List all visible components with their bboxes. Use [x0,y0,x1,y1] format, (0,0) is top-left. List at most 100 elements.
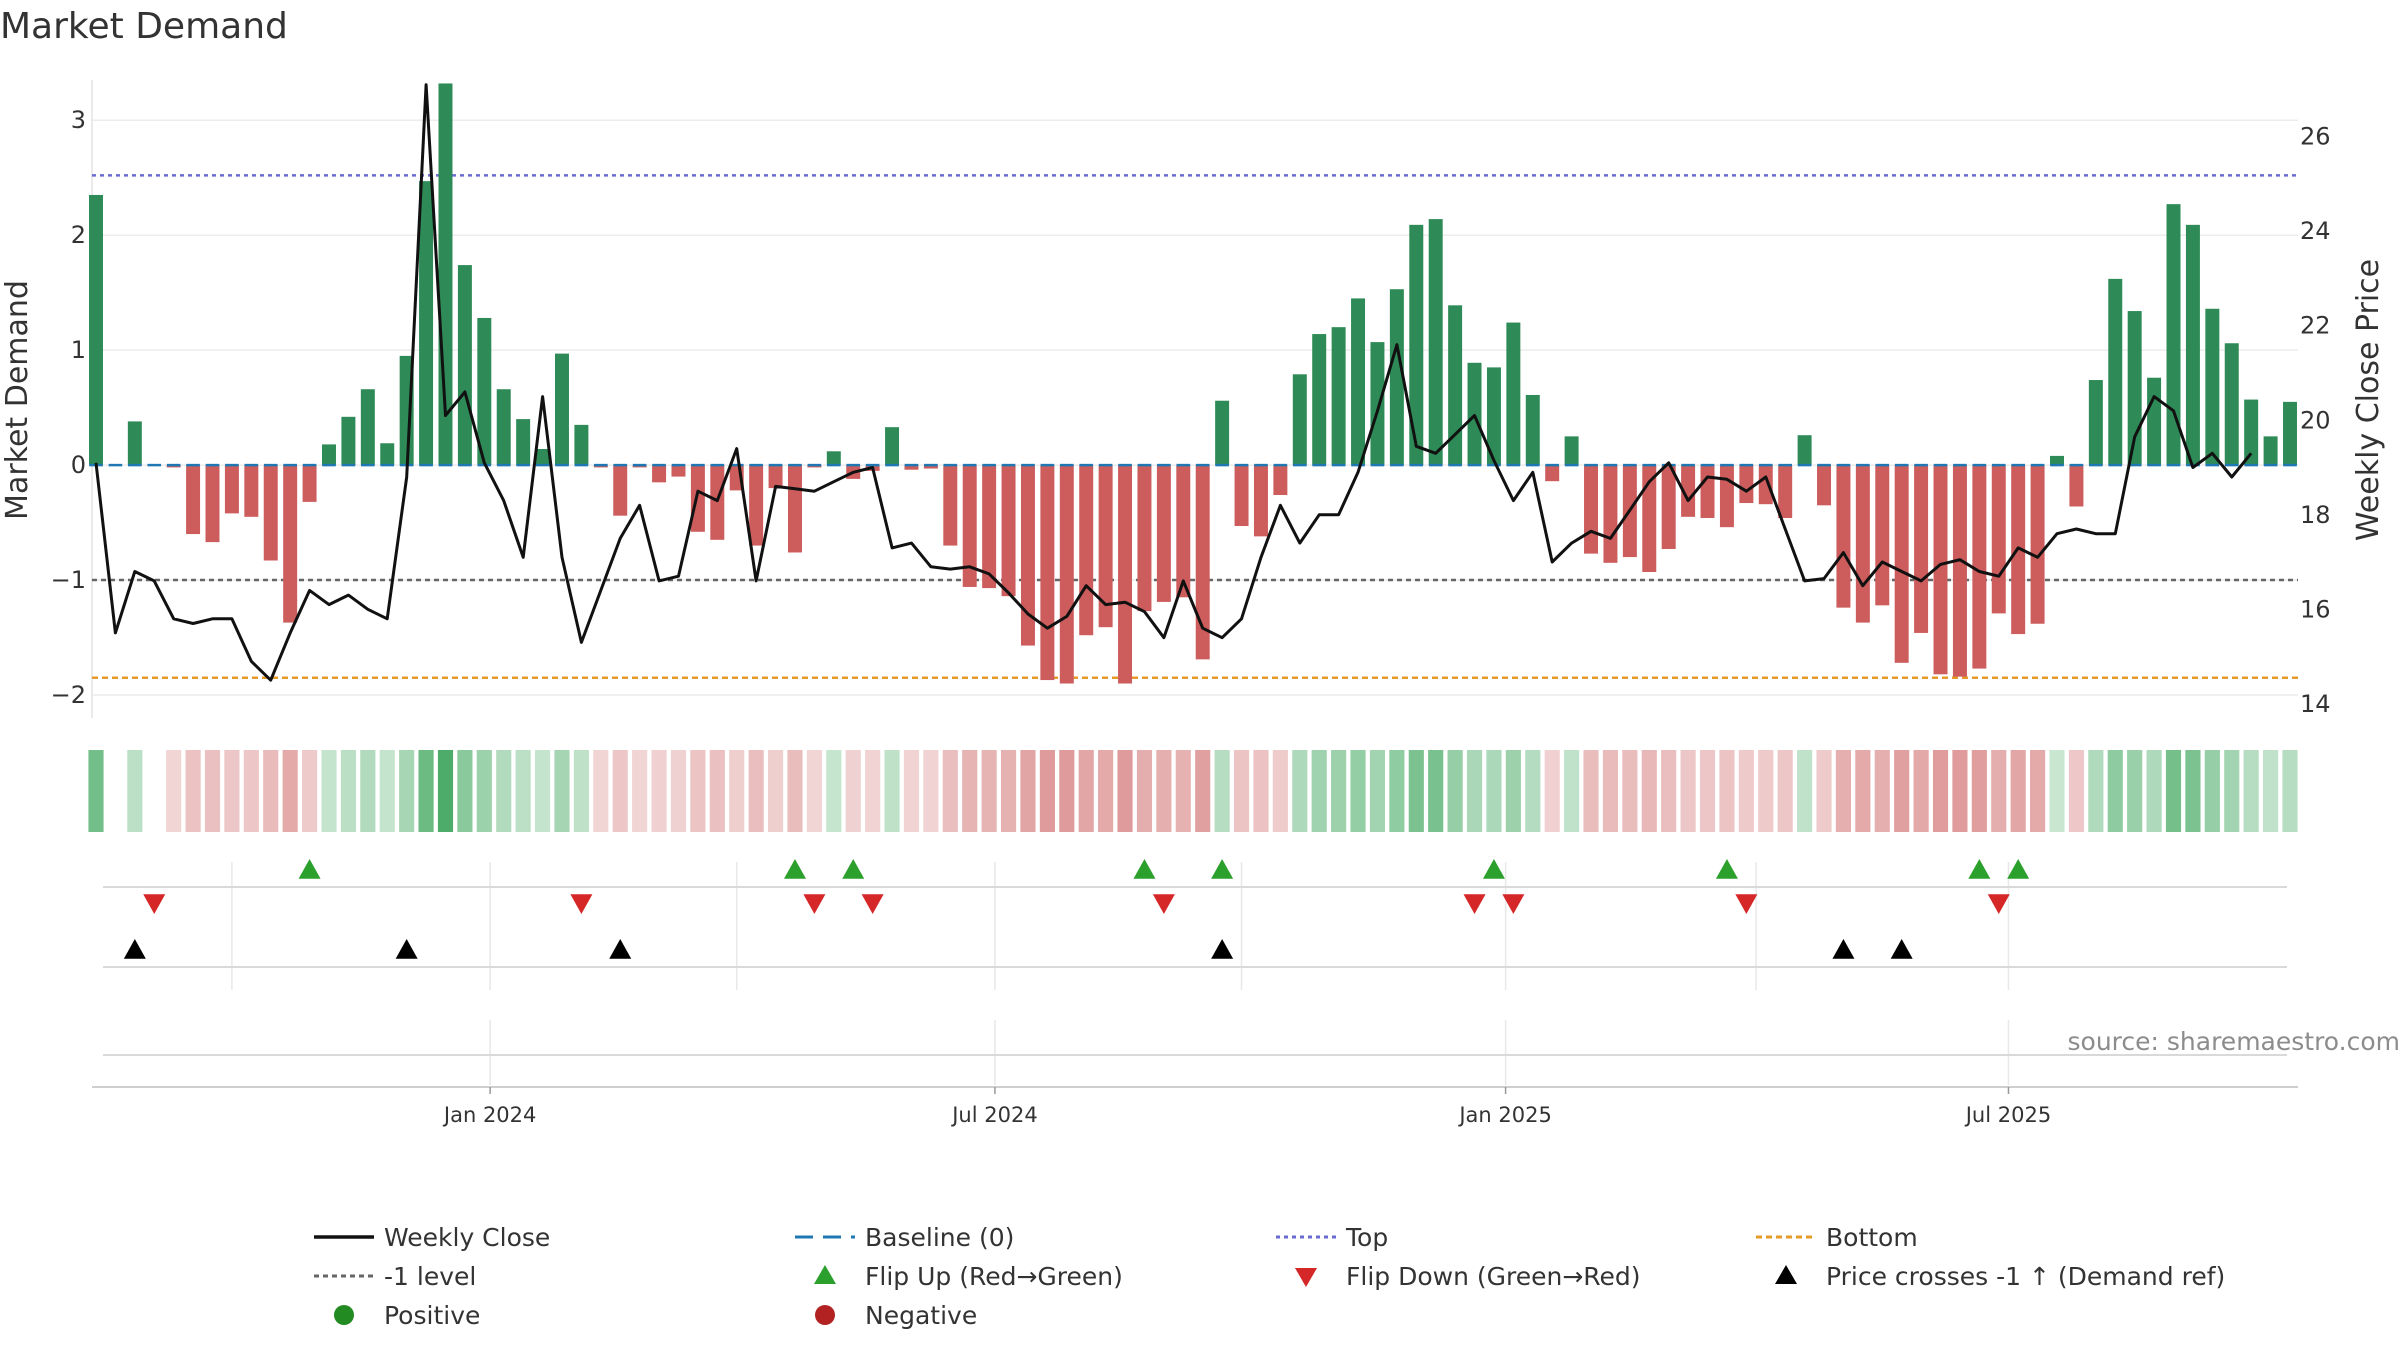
heat-cell [1699,750,1716,832]
demand-bar [2244,399,2259,466]
heat-cell [942,750,958,832]
heat-cell [282,750,298,832]
heat-cell [748,750,764,832]
heat-cell [263,750,279,832]
heat-cell [1292,750,1308,832]
price-cross-marker [1211,939,1234,959]
demand-bar [1234,465,1249,527]
y-tick-right: 22 [2300,312,2331,340]
demand-heat-strip [88,750,2298,832]
demand-bar [2030,465,2045,624]
heat-cell [1466,750,1483,832]
demand-bar [749,465,764,546]
heat-cell [767,750,784,832]
heat-cell [476,750,492,832]
legend-swatch-flip-up [814,1265,836,1284]
y-tick-right: 14 [2300,690,2331,718]
demand-bar [1836,465,1851,608]
heat-cell [1078,750,1094,832]
heat-cell [1738,750,1754,832]
heat-cell [379,750,395,832]
heat-cell [457,750,473,832]
heat-cell [1758,750,1774,832]
demand-bar [1137,465,1152,612]
flip-down-marker [1463,894,1486,914]
demand-bar [1603,465,1618,563]
demand-bar [1855,465,1870,623]
heat-cell [2030,750,2046,832]
heat-cell [1622,750,1638,832]
demand-bar [244,465,259,517]
heat-cell [2243,750,2259,832]
demand-bar [904,465,919,470]
heat-cell [806,750,822,832]
demand-bar [1952,465,1967,677]
flip-up-marker [2007,859,2030,879]
heat-cell [340,750,356,832]
demand-bar [671,465,686,477]
heat-cell [127,750,143,832]
y-tick-left: 3 [71,106,86,134]
demand-bar [1409,224,1424,466]
demand-bar [826,451,841,466]
y-tick-left: 2 [71,221,86,249]
demand-bar [322,444,336,466]
heat-cell [651,750,667,832]
heat-cell [1874,750,1890,832]
demand-bar [2050,455,2064,466]
demand-bar [1215,400,1230,466]
heat-cell [302,750,318,832]
flip-down-marker [1987,894,2010,914]
demand-bar [263,465,278,561]
y-tick-right: 20 [2300,406,2331,434]
flip-down-marker [570,894,593,914]
demand-bar [1020,465,1035,646]
heat-cell [1272,750,1288,832]
demand-bar [535,449,550,466]
demand-bar [1719,465,1734,528]
heat-cell [1350,750,1366,832]
heat-cell [1233,750,1250,832]
demand-bar [2088,380,2103,466]
heat-cell [1583,750,1599,832]
heat-cell [593,750,609,832]
demand-bar [962,465,977,587]
price-cross-marker [1832,939,1855,959]
heat-cell [2127,750,2143,832]
y-tick-left: −1 [51,566,86,594]
heat-cell [1680,750,1696,832]
demand-bar [89,194,103,466]
demand-bar [1448,305,1463,466]
price-cross-marker [123,939,146,959]
heat-cell [243,750,259,832]
demand-bar [1292,374,1307,466]
legend-label: Flip Down (Green→Red) [1346,1262,1641,1291]
heat-cell [185,750,201,832]
heat-cell [981,750,997,832]
demand-bar [1914,465,1929,633]
demand-bar [1331,327,1346,466]
y-ticks: −2 −1 0 1 2 3 14 16 18 20 22 24 26 [51,106,2331,718]
heat-cell [1719,750,1735,832]
price-cross-marker [395,939,418,959]
demand-bar [1875,465,1890,606]
demand-bar [380,443,395,466]
demand-bar [1389,289,1404,466]
flip-down-marker [143,894,166,914]
source-label: source: sharemaestro.com [2068,1027,2400,1056]
flip-up-marker [1482,859,1505,879]
heat-cell [1136,750,1153,832]
heat-cell [1991,750,2007,832]
demand-bar [1176,465,1191,598]
demand-bar [302,465,317,502]
heat-cell [2068,750,2084,832]
flip-up-marker [1211,859,1234,879]
heat-cell [962,750,978,832]
heat-cell [923,750,939,832]
demand-bar [2263,436,2278,466]
heat-cell [709,750,725,832]
heat-cell [2204,750,2220,832]
heat-cell [845,750,861,832]
demand-bar [186,465,201,535]
